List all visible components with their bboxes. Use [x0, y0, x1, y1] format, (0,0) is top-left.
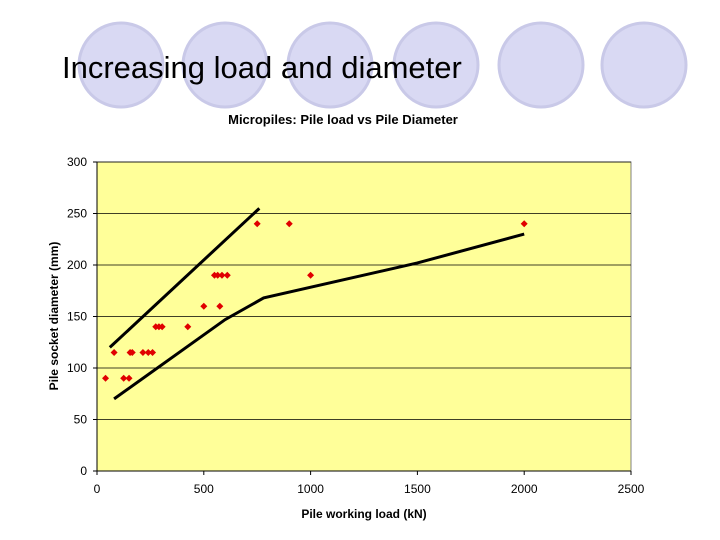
x-tick-label: 500 [194, 482, 214, 496]
decor-circle-1 [77, 21, 165, 109]
data-point [285, 220, 293, 228]
data-point [120, 374, 128, 382]
y-tick-label: 50 [74, 413, 88, 427]
decor-circle-6 [600, 21, 688, 109]
x-axis-title: Pile working load (kN) [301, 507, 426, 521]
data-point [128, 349, 136, 357]
data-point [520, 220, 528, 228]
data-point [110, 349, 118, 357]
data-points [102, 220, 528, 382]
decor-circle-3 [286, 21, 374, 109]
data-point [144, 349, 152, 357]
decor-circle-4 [392, 21, 480, 109]
trend-line [113, 232, 525, 401]
slide-title: Increasing load and diameter [62, 50, 462, 85]
y-tick-label: 100 [67, 361, 87, 375]
data-point [149, 349, 157, 357]
x-tick-label: 2500 [618, 482, 645, 496]
data-point [307, 271, 315, 279]
data-point [200, 302, 208, 310]
trend-lines [108, 207, 525, 401]
data-point [216, 302, 224, 310]
x-tick-label: 1500 [404, 482, 431, 496]
y-tick-labels: 0 50 100 150 200 250 300 [67, 155, 97, 478]
data-point [102, 374, 110, 382]
y-tick-label: 250 [67, 207, 87, 221]
data-point [184, 323, 192, 331]
data-point [214, 271, 222, 279]
y-tick-label: 200 [67, 258, 87, 272]
y-tick-label: 300 [67, 155, 87, 169]
data-point [125, 374, 133, 382]
data-point [139, 349, 147, 357]
decor-circle-2 [181, 21, 269, 109]
data-point [253, 220, 261, 228]
chart-title: Micropiles: Pile load vs Pile Diameter [228, 112, 458, 127]
x-tick-label: 2000 [511, 482, 538, 496]
data-point [158, 323, 166, 331]
trend-line [108, 207, 261, 349]
data-point [223, 271, 231, 279]
data-point [218, 271, 226, 279]
x-tick-label: 0 [94, 482, 101, 496]
x-tick-labels: 0 500 1000 1500 2000 2500 [94, 471, 645, 496]
gridlines [97, 161, 631, 420]
x-tick-label: 1000 [297, 482, 324, 496]
y-axis-title: Pile socket diameter (mm) [47, 242, 61, 391]
decorative-circles [77, 21, 688, 109]
y-tick-label: 150 [67, 310, 87, 324]
y-tick-label: 0 [80, 464, 87, 478]
decor-circle-5 [497, 21, 585, 109]
